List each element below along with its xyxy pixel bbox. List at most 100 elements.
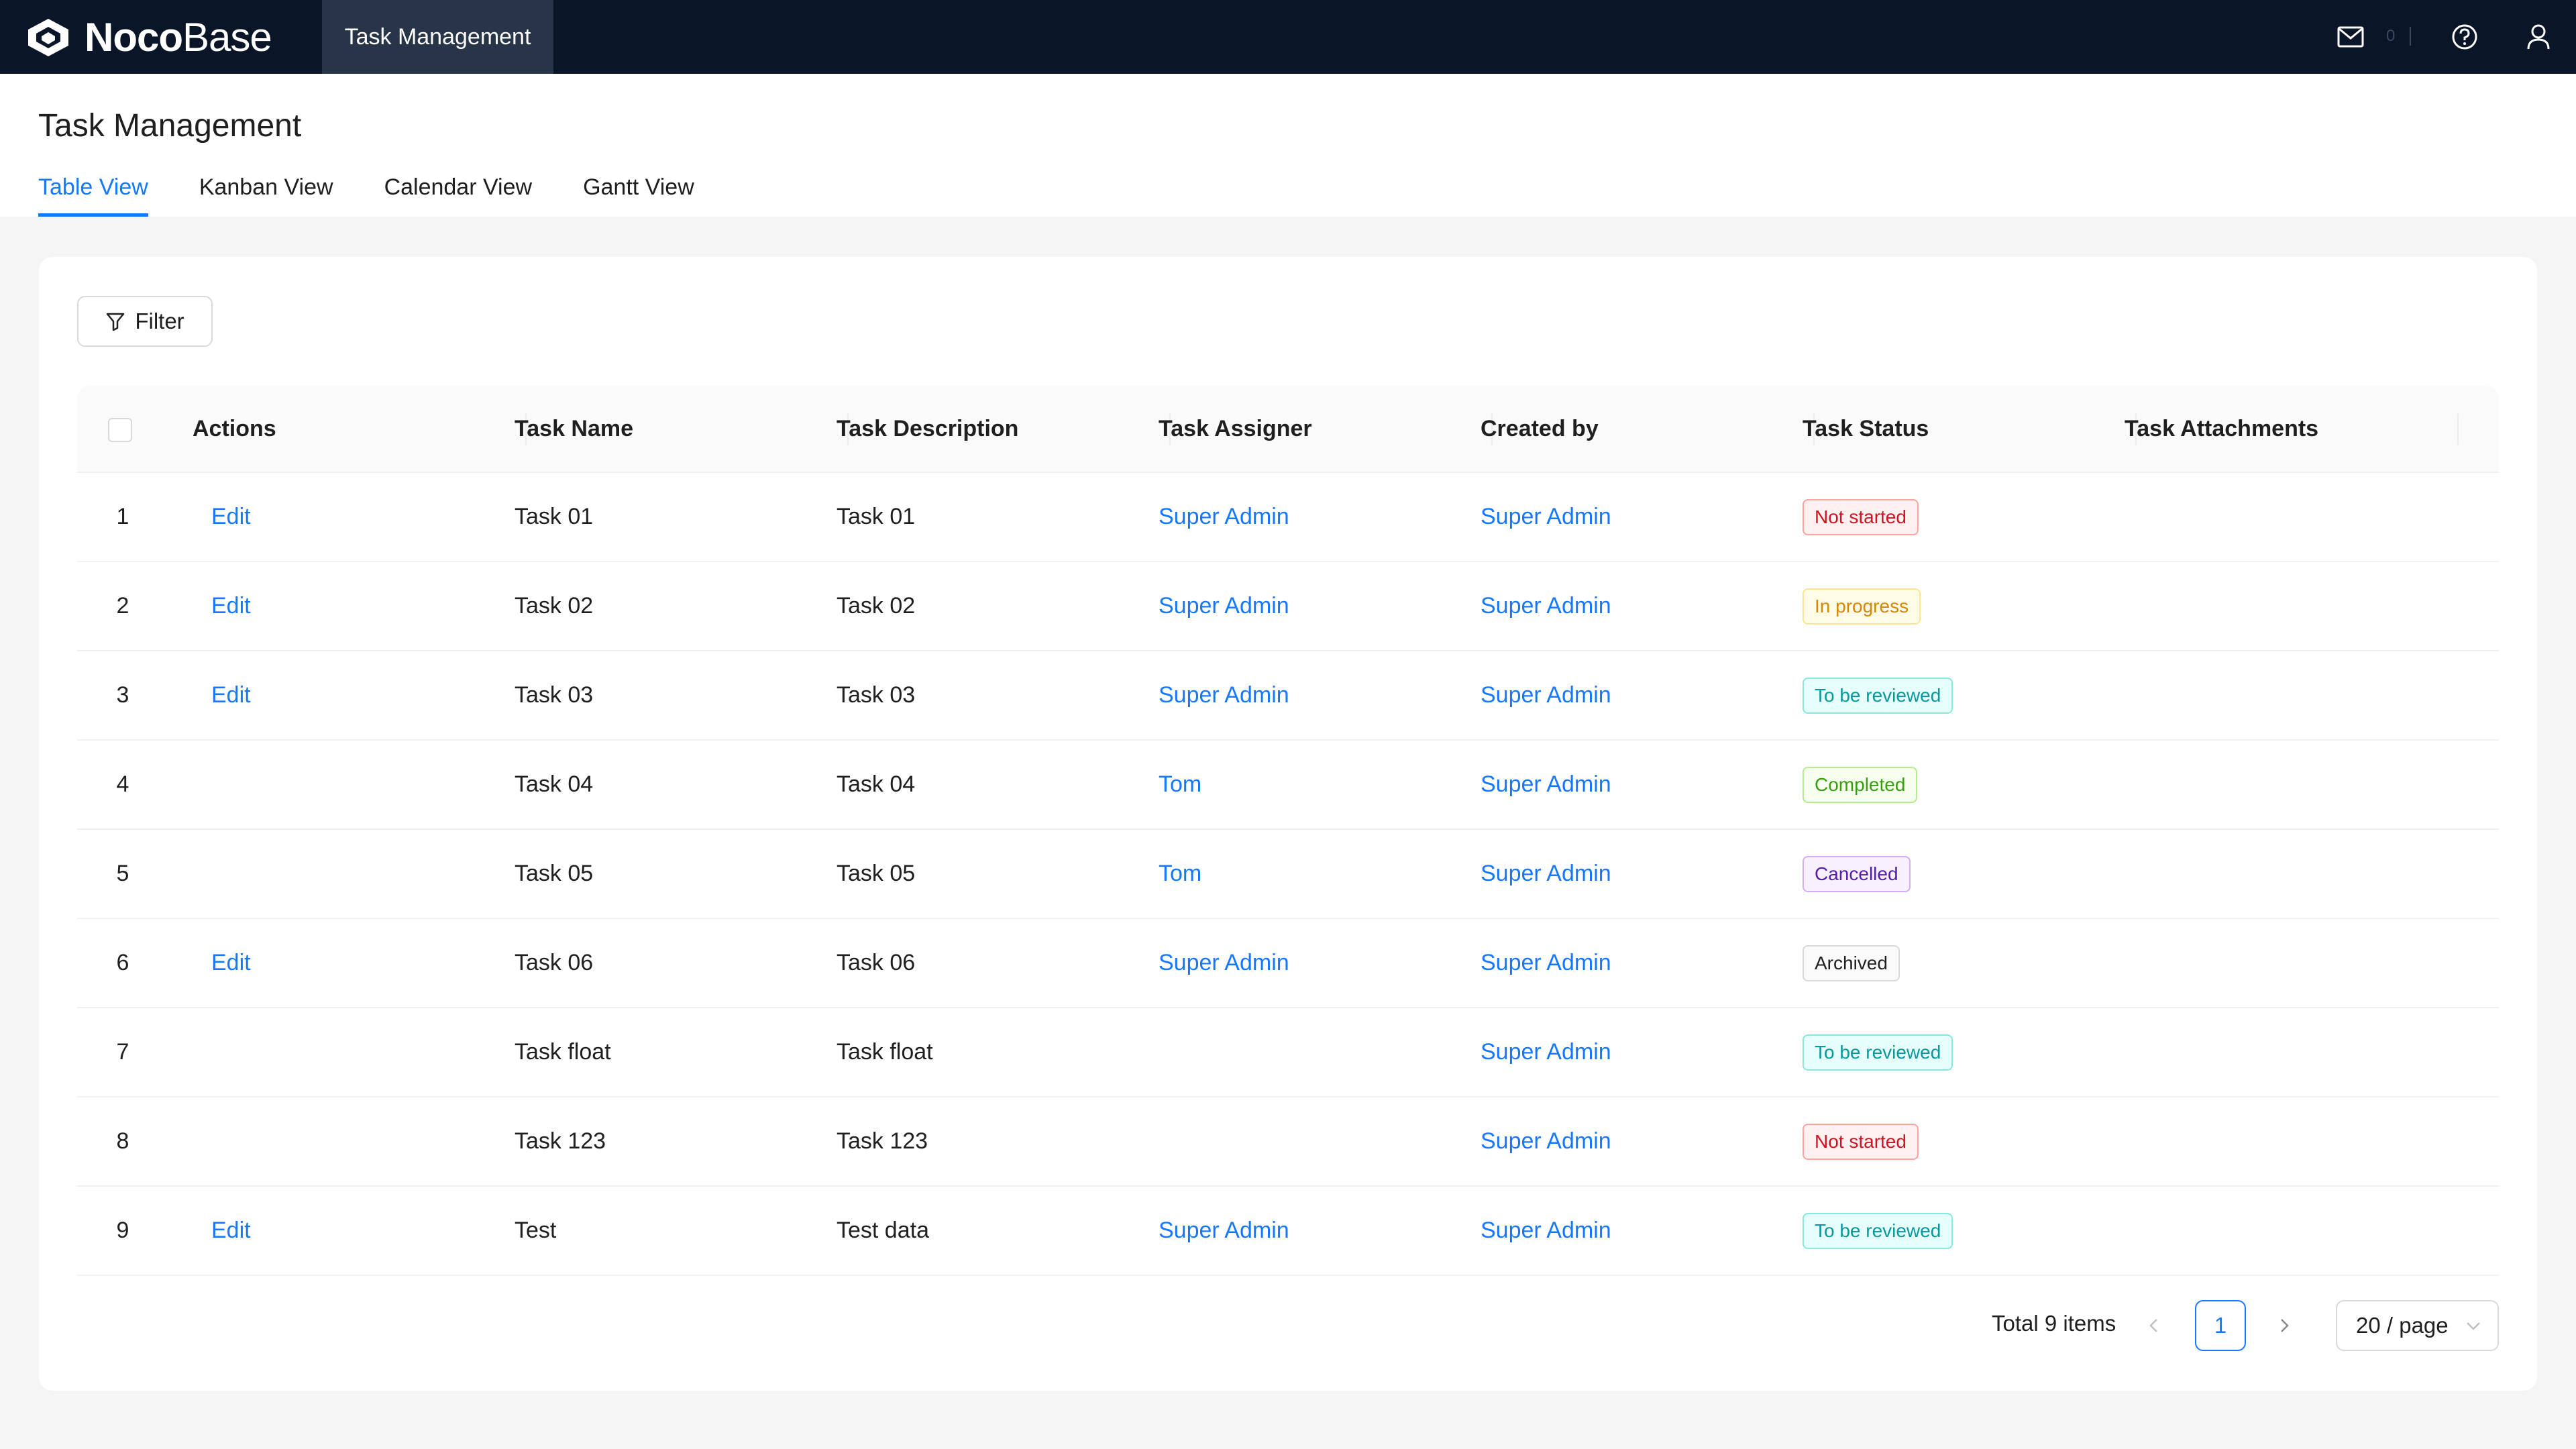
- task-assigner-link[interactable]: Tom: [1159, 861, 1202, 886]
- status-badge: Cancelled: [1803, 855, 1911, 892]
- row-index: 6: [116, 950, 129, 975]
- task-name-cell: Task 05: [515, 861, 594, 886]
- status-badge: To be reviewed: [1803, 677, 1953, 714]
- tab-calendar-view[interactable]: Calendar View: [384, 174, 533, 200]
- tab-table-view[interactable]: Table View: [38, 174, 148, 217]
- page-size-value: 20 / page: [2356, 1313, 2449, 1338]
- status-badge: In progress: [1803, 588, 1921, 625]
- task-description-cell: Test data: [837, 1218, 929, 1243]
- status-badge: Not started: [1803, 1123, 1919, 1160]
- created-by-link[interactable]: Super Admin: [1481, 504, 1611, 529]
- created-by-link[interactable]: Super Admin: [1481, 1128, 1611, 1154]
- column-divider: [1813, 414, 1815, 445]
- table-row: 4 Task 04 Task 04 Tom Super Admin Completed: [77, 741, 2499, 830]
- table-row: 8 Task 123 Task 123 Super Admin Not started: [77, 1097, 2499, 1187]
- chevron-down-icon: [2467, 1322, 2480, 1330]
- filter-button[interactable]: Filter: [77, 296, 213, 347]
- task-name-cell: Task 123: [515, 1128, 606, 1154]
- user-icon[interactable]: [2524, 22, 2553, 52]
- row-index: 2: [116, 593, 129, 619]
- column-header-created-by: Created by: [1481, 415, 1599, 441]
- filter-icon: [107, 313, 125, 331]
- mail-icon[interactable]: [2336, 22, 2365, 52]
- page-title: Task Management: [38, 108, 302, 144]
- page-number-button[interactable]: 1: [2195, 1300, 2246, 1351]
- chevron-right-icon[interactable]: [2271, 1312, 2298, 1339]
- task-status-cell: To be reviewed: [1803, 1008, 1953, 1096]
- column-header-task-description: Task Description: [837, 415, 1019, 441]
- tab-gantt-view[interactable]: Gantt View: [583, 174, 694, 200]
- column-divider: [525, 414, 527, 445]
- column-header-actions: Actions: [193, 415, 276, 441]
- task-assigner-link[interactable]: Super Admin: [1159, 593, 1289, 619]
- total-items-label: Total 9 items: [1992, 1311, 2116, 1336]
- task-assigner-link[interactable]: Super Admin: [1159, 1218, 1289, 1243]
- task-assigner-link[interactable]: Super Admin: [1159, 682, 1289, 708]
- edit-button[interactable]: Edit: [211, 504, 251, 529]
- task-name-cell: Task float: [515, 1039, 611, 1065]
- page-header: Task Management Table View Kanban View C…: [0, 74, 2576, 217]
- row-index: 8: [116, 1128, 129, 1154]
- help-icon[interactable]: [2450, 22, 2479, 52]
- notification-count: 0: [2386, 27, 2396, 45]
- table-row: 5 Task 05 Task 05 Tom Super Admin Cancelled: [77, 830, 2499, 919]
- created-by-link[interactable]: Super Admin: [1481, 1039, 1611, 1065]
- app-logo[interactable]: NocoBase: [25, 14, 272, 60]
- logo-text: NocoBase: [85, 14, 272, 60]
- page-size-select[interactable]: 20 / page: [2336, 1300, 2499, 1351]
- top-navigation-bar: NocoBase Task Management 0: [0, 0, 2576, 74]
- created-by-link[interactable]: Super Admin: [1481, 1218, 1611, 1243]
- column-divider: [2135, 414, 2137, 445]
- task-name-cell: Task 03: [515, 682, 594, 708]
- table-row: 7 Task float Task float Super Admin To be re…: [77, 1008, 2499, 1097]
- task-status-cell: Not started: [1803, 1097, 1919, 1185]
- select-all-checkbox[interactable]: [108, 418, 132, 442]
- tab-kanban-view[interactable]: Kanban View: [199, 174, 333, 200]
- edit-button[interactable]: Edit: [211, 593, 251, 619]
- task-name-cell: Test: [515, 1218, 557, 1243]
- table-row: 3 Edit Task 03 Task 03 Super Admin Super Admi…: [77, 651, 2499, 741]
- task-status-cell: Completed: [1803, 741, 1918, 828]
- task-description-cell: Task 123: [837, 1128, 928, 1154]
- status-badge: Not started: [1803, 498, 1919, 535]
- row-index: 4: [116, 771, 129, 797]
- top-menu-task-management[interactable]: Task Management: [322, 0, 553, 74]
- table-header: Actions Task Name Task Description Task …: [77, 386, 2499, 473]
- edit-button[interactable]: Edit: [211, 1218, 251, 1243]
- task-assigner-link[interactable]: Tom: [1159, 771, 1202, 797]
- task-status-cell: Cancelled: [1803, 830, 1911, 918]
- filter-label: Filter: [135, 309, 184, 333]
- row-index: 3: [116, 682, 129, 708]
- chevron-left-icon[interactable]: [2141, 1312, 2167, 1339]
- table-body: 1 Edit Task 01 Task 01 Super Admin Super Admi…: [77, 473, 2499, 1276]
- task-description-cell: Task 02: [837, 593, 916, 619]
- task-name-cell: Task 01: [515, 504, 594, 529]
- column-header-task-status: Task Status: [1803, 415, 1929, 441]
- created-by-link[interactable]: Super Admin: [1481, 771, 1611, 797]
- created-by-link[interactable]: Super Admin: [1481, 861, 1611, 886]
- edit-button[interactable]: Edit: [211, 682, 251, 708]
- created-by-link[interactable]: Super Admin: [1481, 682, 1611, 708]
- task-status-cell: To be reviewed: [1803, 651, 1953, 739]
- table-card: Filter Actions Task Name Task Descriptio…: [39, 257, 2537, 1391]
- task-name-cell: Task 04: [515, 771, 594, 797]
- task-name-cell: Task 06: [515, 950, 594, 975]
- row-index: 7: [116, 1039, 129, 1065]
- task-status-cell: In progress: [1803, 562, 1921, 650]
- task-assigner-link[interactable]: Super Admin: [1159, 504, 1289, 529]
- created-by-link[interactable]: Super Admin: [1481, 593, 1611, 619]
- status-badge: Completed: [1803, 766, 1918, 803]
- task-status-cell: To be reviewed: [1803, 1187, 1953, 1275]
- task-description-cell: Task 01: [837, 504, 916, 529]
- table-row: 2 Edit Task 02 Task 02 Super Admin Super Admi…: [77, 562, 2499, 651]
- task-assigner-link[interactable]: Super Admin: [1159, 950, 1289, 975]
- task-description-cell: Task 06: [837, 950, 916, 975]
- table-row: 6 Edit Task 06 Task 06 Super Admin Super Admi…: [77, 919, 2499, 1008]
- view-tabs: Table View Kanban View Calendar View Gan…: [38, 174, 745, 217]
- column-divider: [2457, 414, 2459, 445]
- edit-button[interactable]: Edit: [211, 950, 251, 975]
- table-row: 1 Edit Task 01 Task 01 Super Admin Super Admi…: [77, 473, 2499, 562]
- created-by-link[interactable]: Super Admin: [1481, 950, 1611, 975]
- task-description-cell: Task 03: [837, 682, 916, 708]
- status-badge: Archived: [1803, 945, 1900, 981]
